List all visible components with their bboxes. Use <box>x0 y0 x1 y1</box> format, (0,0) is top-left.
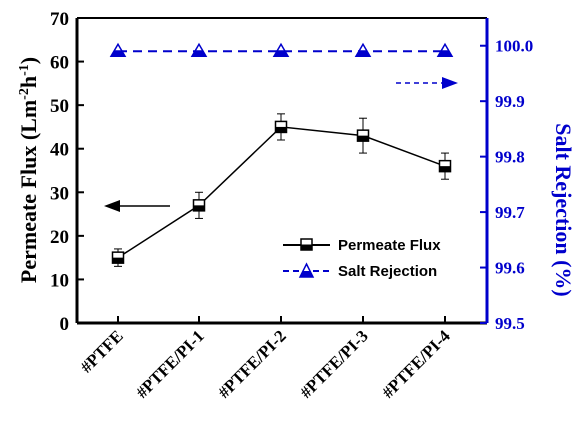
legend-entry-rejection: Salt Rejection <box>283 262 437 280</box>
x-tick-label: #PTFE/PI-3 <box>296 326 372 402</box>
legend-entry-flux: Permeate Flux <box>283 237 441 254</box>
right-y-tick-label: 99.6 <box>495 259 525 278</box>
plot-area <box>109 42 454 267</box>
salt-rejection-point <box>354 42 372 58</box>
permeate-flux-point <box>438 152 452 180</box>
x-tick-label: #PTFE/PI-1 <box>132 326 208 402</box>
legend-label-flux: Permeate Flux <box>338 237 441 254</box>
x-ticks: #PTFE #PTFE/PI-1 #PTFE/PI-2 #PTFE/PI-3 #PTFE… <box>77 316 454 402</box>
left-y-tick-label: 20 <box>50 227 69 248</box>
permeate-flux-point <box>274 113 288 141</box>
right-y-tick-label: 99.9 <box>495 92 525 111</box>
left-y-tick-label: 0 <box>60 314 70 335</box>
right-y-tick-label: 100.0 <box>495 37 533 56</box>
right-y-tick-label: 99.8 <box>495 148 525 167</box>
legend: Permeate Flux Salt Rejection <box>283 237 441 280</box>
x-tick-label: #PTFE <box>77 326 127 376</box>
right-y-axis-title: Salt Rejection (%) <box>551 123 576 297</box>
left-y-ticks: 0 10 20 30 40 50 60 70 <box>50 9 84 335</box>
left-y-tick-label: 50 <box>50 96 69 117</box>
salt-rejection-point <box>109 42 127 58</box>
left-y-tick-label: 40 <box>50 140 69 161</box>
legend-label-rejection: Salt Rejection <box>338 263 437 280</box>
salt-rejection-point <box>436 42 454 58</box>
permeate-flux-point <box>192 191 206 219</box>
left-y-tick-label: 60 <box>50 53 69 74</box>
x-tick-label: #PTFE/PI-2 <box>214 326 290 402</box>
left-y-tick-label: 10 <box>50 270 69 291</box>
right-y-ticks: 99.5 99.6 99.7 99.8 99.9 100.0 <box>480 37 533 333</box>
flux-axis-arrow <box>104 200 170 212</box>
x-tick-label: #PTFE/PI-4 <box>378 326 454 402</box>
left-y-tick-label: 30 <box>50 183 69 204</box>
salt-rejection-point <box>190 42 208 58</box>
right-y-tick-label: 99.5 <box>495 314 525 333</box>
left-y-axis-title: Permeate Flux (Lm-2h-1) <box>16 57 41 283</box>
left-y-tick-label: 70 <box>50 9 69 30</box>
permeate-flux-point <box>356 117 370 154</box>
permeate-flux-point <box>111 248 125 267</box>
rejection-axis-arrow <box>396 77 458 89</box>
salt-rejection-point <box>272 42 290 58</box>
right-y-tick-label: 99.7 <box>495 203 525 222</box>
